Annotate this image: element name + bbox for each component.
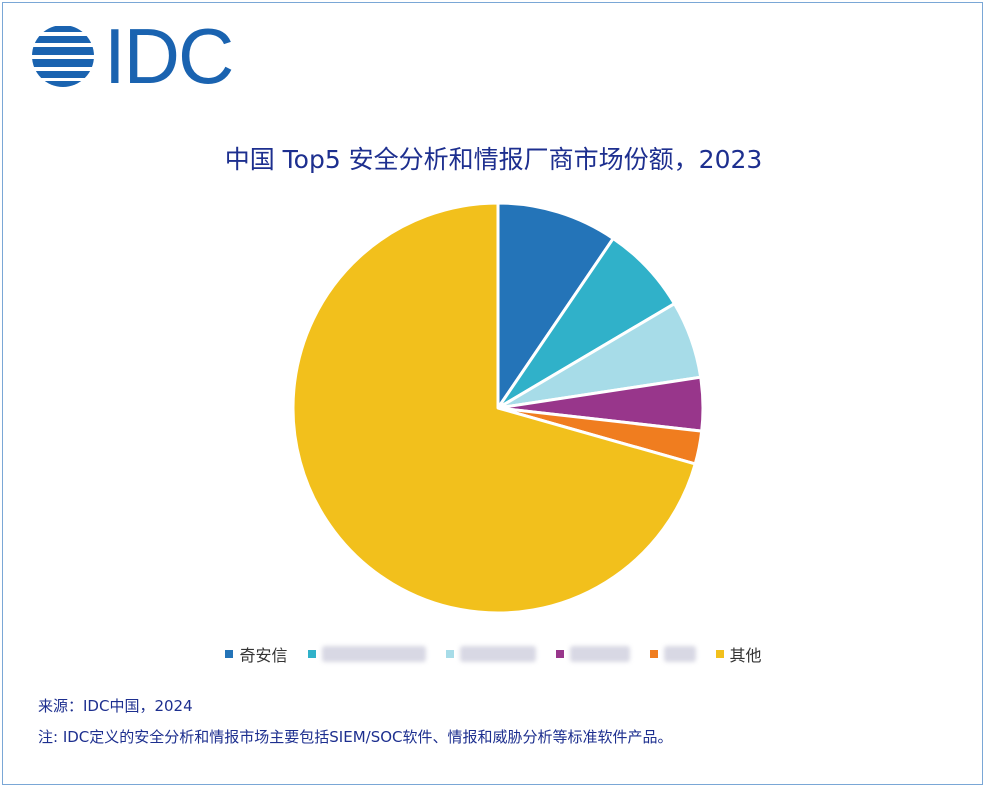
idc-logo: IDC bbox=[30, 12, 234, 100]
legend-label-6: 其他 bbox=[729, 646, 762, 665]
pie-slice-6 bbox=[291, 201, 697, 615]
legend-swatch-2 bbox=[307, 650, 316, 658]
source-note: 来源：IDC中国，2024 bbox=[38, 697, 193, 715]
definition-note: 注: IDC定义的安全分析和情报市场主要包括SIEM/SOC软件、情报和威胁分析… bbox=[38, 728, 673, 746]
idc-globe-icon bbox=[32, 26, 94, 87]
legend-label-1: 奇安信 bbox=[239, 646, 288, 665]
chart-title: 中国 Top5 安全分析和情报厂商市场份额，2023 bbox=[224, 145, 763, 174]
legend-label-redacted-2 bbox=[321, 646, 426, 662]
legend-label-redacted-3 bbox=[459, 646, 536, 662]
legend-swatch-5 bbox=[649, 650, 658, 658]
legend-item-1: 奇安信 bbox=[225, 642, 288, 666]
legend-item-6: 其他 bbox=[715, 642, 762, 666]
legend-item-2 bbox=[307, 646, 426, 662]
legend-swatch-6 bbox=[715, 650, 724, 658]
legend-swatch-1 bbox=[225, 650, 234, 658]
legend-label-redacted-4 bbox=[569, 646, 630, 662]
legend-item-3 bbox=[445, 646, 536, 662]
legend-item-4 bbox=[555, 646, 630, 662]
legend-item-5 bbox=[649, 646, 696, 662]
legend-swatch-4 bbox=[555, 650, 564, 658]
idc-logo-text: IDC bbox=[104, 12, 234, 100]
chart-legend: 奇安信 其他 bbox=[0, 642, 987, 666]
legend-label-redacted-5 bbox=[663, 646, 696, 662]
pie-chart bbox=[291, 201, 705, 615]
legend-swatch-3 bbox=[445, 650, 454, 658]
pie-slice-1 bbox=[496, 201, 615, 410]
